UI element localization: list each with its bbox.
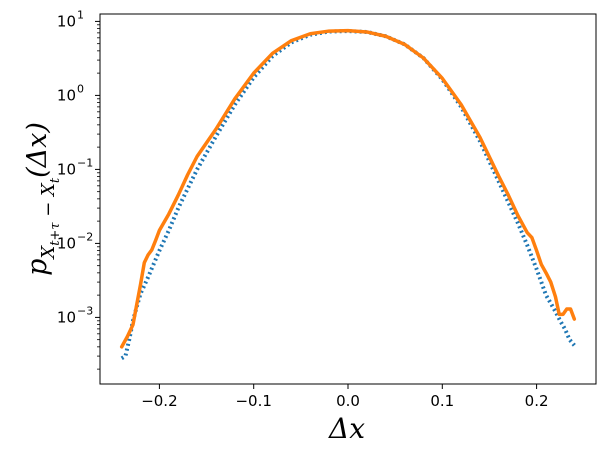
- y-tick-label-4: 10: [57, 12, 76, 30]
- y-tick-exp-3: 0: [77, 82, 84, 95]
- y-tick-exp-2: −1: [77, 156, 93, 169]
- x-tick-label-2: 0.0: [336, 392, 360, 410]
- series-line-1: [119, 28, 577, 349]
- series-layer: [119, 28, 577, 361]
- x-axis-label: Δx: [328, 412, 365, 445]
- y-tick-label-2: 10: [57, 160, 76, 178]
- y-tick-label-0: 10: [57, 308, 76, 326]
- x-tick-label-1: −0.1: [235, 392, 271, 410]
- x-tick-label-0: −0.2: [141, 392, 177, 410]
- y-tick-label-3: 10: [57, 86, 76, 104]
- x-tick-label-3: 0.1: [430, 392, 454, 410]
- x-tick-label-4: 0.2: [525, 392, 549, 410]
- y-axis-label: pXt+τ − Xt(Δx): [22, 122, 63, 276]
- y-tick-exp-0: −3: [77, 304, 93, 317]
- y-tick-exp-1: −2: [77, 230, 93, 243]
- svg-text:pXt+τ − Xt(Δx): pXt+τ − Xt(Δx): [22, 122, 63, 276]
- y-tick-exp-4: 1: [77, 8, 84, 21]
- y-tick-label-1: 10: [57, 234, 76, 252]
- series-line-0: [120, 29, 576, 361]
- x-axis: −0.2 −0.1 0.0 0.1 0.2: [141, 384, 549, 410]
